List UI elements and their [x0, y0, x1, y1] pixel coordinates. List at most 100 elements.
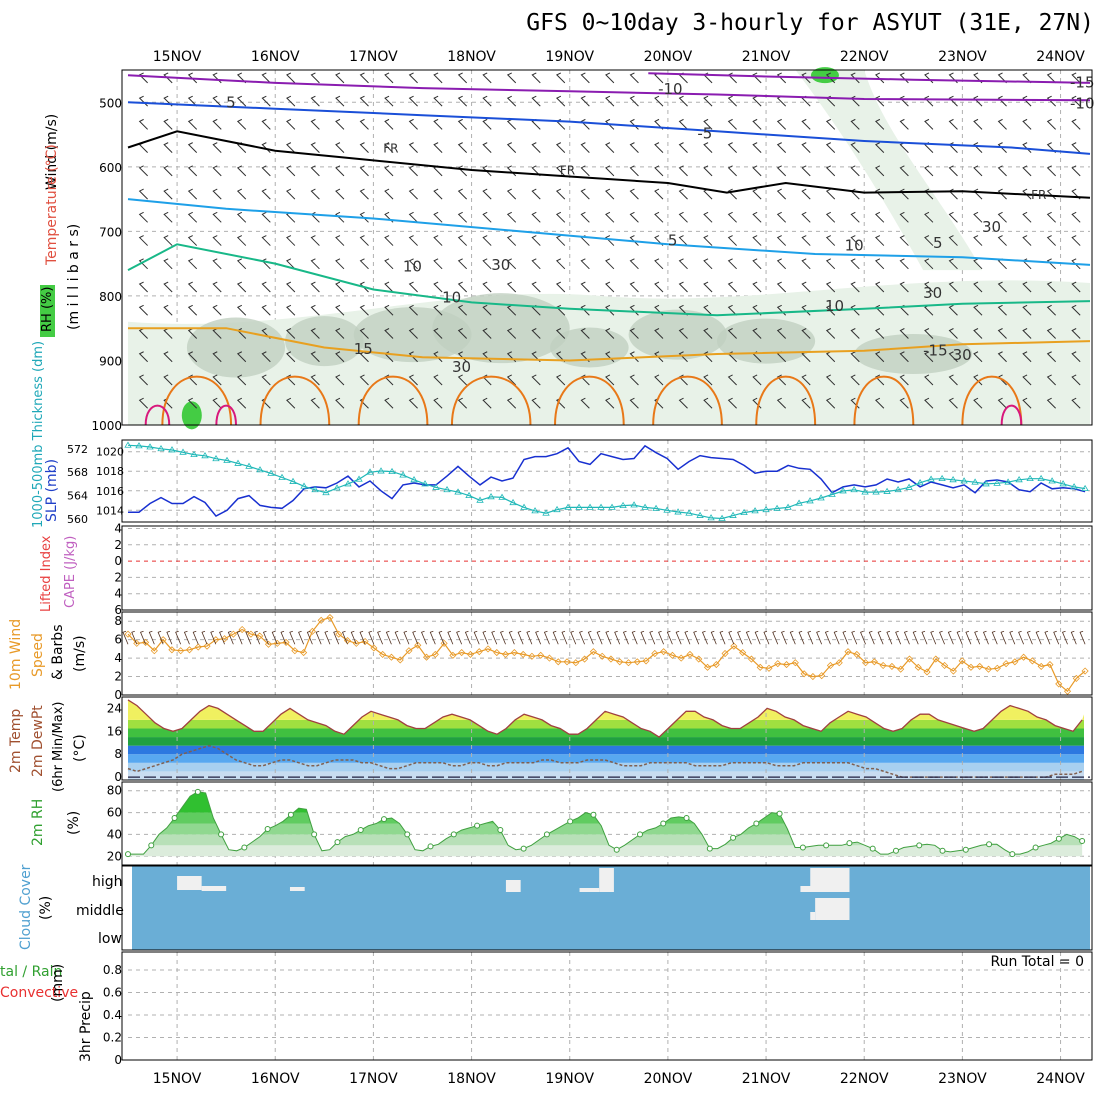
wind-barb — [433, 304, 443, 316]
contour-label: FR — [1031, 188, 1046, 202]
wind-barb — [654, 142, 664, 153]
wind-barb — [359, 118, 369, 130]
thickness-point — [1070, 483, 1078, 490]
thickness-point — [927, 475, 935, 482]
wind10m-barb — [368, 630, 375, 645]
wind-barb — [973, 397, 983, 409]
wind10m-point — [572, 659, 580, 667]
isotherm-20 — [961, 375, 1023, 426]
wind-barb — [973, 328, 983, 339]
date-label-top: 16NOV — [251, 49, 300, 65]
wind-barb — [825, 235, 836, 246]
wind-barb — [629, 397, 639, 409]
wind-barb — [1022, 351, 1032, 363]
thickness-point — [300, 482, 308, 489]
wind10m-barb — [798, 630, 805, 645]
wind10m-point — [642, 657, 650, 665]
wind-barb — [384, 95, 394, 107]
rh2m-point — [450, 831, 457, 838]
wind10m-barb — [614, 630, 621, 645]
wind-barb — [850, 142, 860, 153]
wind10m-line — [127, 616, 1086, 693]
wind-barb — [236, 304, 247, 316]
wind10m-point — [607, 655, 615, 663]
wind10m-barb — [587, 630, 594, 645]
wind-barb — [752, 165, 762, 177]
isotherm-5 — [127, 198, 1091, 266]
wind-barb — [187, 211, 198, 223]
thickness-point — [487, 493, 495, 500]
wind-barb — [506, 188, 517, 200]
wind10m-point — [879, 661, 887, 670]
wind-barb — [875, 211, 885, 223]
isotherm-25 — [144, 404, 171, 426]
wind-barb — [408, 235, 418, 246]
wind10m-barb — [684, 630, 691, 645]
temp-band — [128, 719, 1084, 729]
wind-barb — [408, 374, 418, 386]
wind-barb — [678, 118, 688, 130]
wind-barb — [531, 397, 541, 409]
isotherm-20 — [357, 375, 429, 426]
wind-barb — [335, 188, 345, 200]
label-wind10-b: Speed — [30, 633, 46, 677]
wind10m-barb — [842, 630, 849, 645]
wind-barb — [752, 328, 762, 339]
wind-barb — [236, 95, 247, 107]
date-label-bottom: 16NOV — [251, 1071, 300, 1087]
wind10m-barb — [745, 630, 752, 645]
wind-barb — [457, 95, 468, 107]
thickness-point — [685, 509, 693, 516]
isotherm-10 — [127, 243, 1091, 317]
wind-barb — [776, 328, 787, 339]
wind-barb — [384, 328, 394, 339]
wind10m-barb — [1079, 630, 1086, 645]
wind-barb — [506, 142, 517, 153]
rh2m-point — [264, 825, 271, 832]
wind10m-point — [502, 650, 510, 658]
wind-barb — [236, 258, 247, 270]
wind-barb — [752, 188, 762, 200]
wind-barb — [335, 397, 345, 409]
label-precip-c: 3hr Precip — [78, 991, 94, 1062]
wind-barb — [605, 328, 615, 339]
wind-barb — [1022, 397, 1032, 409]
wind10m-point — [449, 651, 457, 659]
wind-barb — [408, 351, 418, 363]
wind-barb — [727, 72, 737, 84]
wind-barb — [236, 281, 247, 293]
slp-tick-label: 1018 — [96, 465, 124, 478]
wind-barb — [580, 142, 590, 153]
wind-barb — [997, 188, 1007, 200]
wind10m-barb — [245, 630, 252, 645]
thickness-point — [190, 450, 198, 458]
contour-label: 30 — [953, 346, 972, 364]
rh-area-saturated — [810, 67, 839, 84]
wind-barb — [580, 118, 590, 130]
wind10m-barb — [254, 630, 261, 645]
wind-barb — [138, 397, 148, 409]
wind10m-point — [396, 656, 404, 664]
wind-barb — [482, 72, 492, 84]
thickness-point — [729, 511, 737, 518]
wind-barb — [531, 374, 541, 386]
wind-barb — [531, 211, 541, 223]
wind-barb — [580, 165, 590, 177]
thickness-point — [982, 480, 990, 487]
thickness-point — [179, 448, 187, 455]
cloud-cell — [177, 876, 202, 890]
wind10m-point — [177, 647, 185, 655]
wind10m-point — [747, 655, 755, 663]
wind-barb — [236, 374, 247, 386]
wind-barb — [580, 304, 590, 316]
thickness-point — [773, 504, 781, 511]
wind10m-barb — [596, 630, 603, 645]
wind10m-point — [537, 651, 545, 659]
wind10m-point — [1072, 674, 1080, 682]
wind10m-barb — [210, 630, 217, 645]
wind-barb — [310, 374, 320, 386]
wind-barb — [384, 118, 394, 130]
thickness-tick-label: 572 — [67, 443, 88, 456]
thickness-point — [454, 488, 462, 495]
wind10m-barb — [728, 630, 735, 645]
